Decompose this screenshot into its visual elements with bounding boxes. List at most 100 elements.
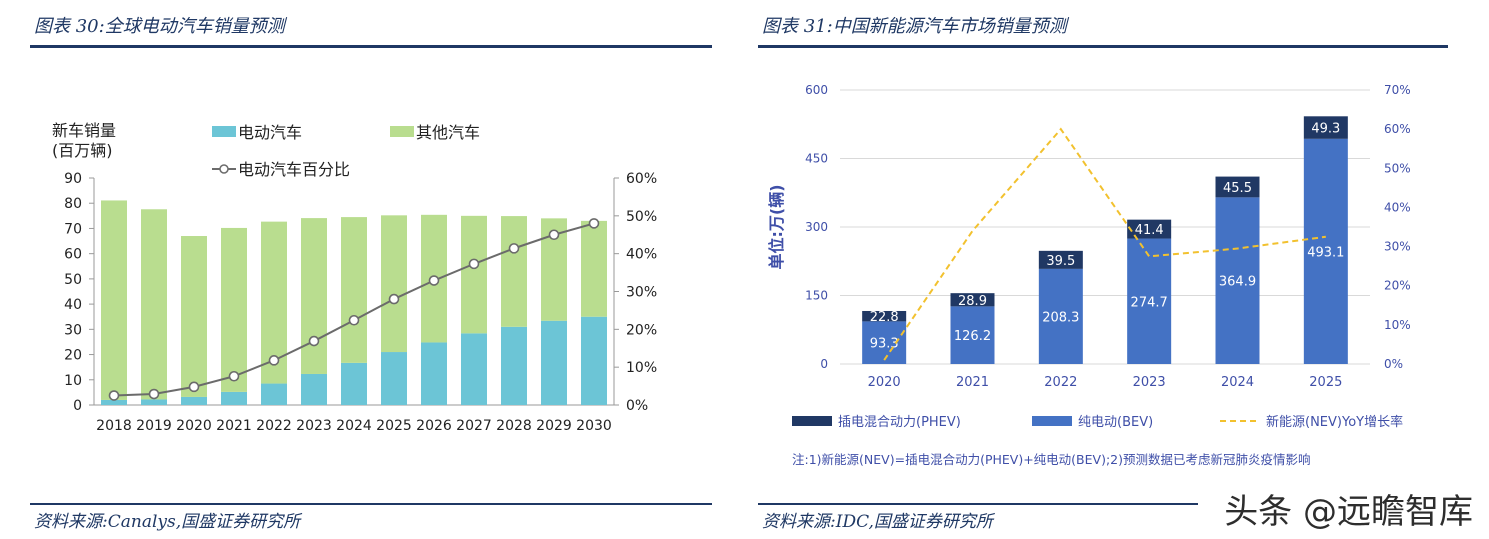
ev-share-point	[188, 381, 200, 393]
legend-label-share: 电动汽车百分比	[238, 160, 350, 179]
bar-bev-label: 208.3	[1042, 310, 1079, 325]
bar-ev	[581, 316, 607, 405]
bar-other	[101, 200, 127, 400]
y-tick-label: 0	[820, 357, 828, 371]
bar-phev	[950, 293, 995, 307]
legend-swatch-bev	[1032, 416, 1072, 426]
bar-phev-label: 45.5	[1223, 181, 1252, 196]
bar-ev	[461, 333, 487, 405]
x-tick-label: 2026	[416, 418, 452, 434]
bar-phev	[1215, 176, 1260, 198]
bar-ev	[341, 362, 367, 405]
ev-share-point	[388, 293, 400, 305]
ev-share-point	[228, 370, 240, 382]
bar-bev-label: 274.7	[1131, 295, 1168, 310]
y-axis-label: (百万辆)	[52, 141, 113, 160]
bar-other	[501, 216, 527, 327]
ev-share-point	[348, 314, 360, 326]
ev-share-point	[268, 355, 280, 366]
legend-label-ev: 电动汽车	[238, 123, 302, 142]
bar-bev-label: 493.1	[1307, 245, 1344, 260]
ev-share-point	[308, 335, 320, 347]
left-source: 资料来源:Canalys,国盛证券研究所	[34, 512, 301, 532]
legend-swatch-other	[390, 126, 414, 137]
bar-ev	[181, 396, 207, 405]
legend-label-other: 其他汽车	[416, 123, 480, 142]
y2-tick-label: 0%	[1384, 357, 1403, 371]
y2-tick-label: 0%	[626, 398, 648, 414]
bar-ev	[221, 391, 247, 405]
y2-tick-label: 50%	[1384, 161, 1411, 175]
y-axis-label: 单位:万(辆)	[767, 184, 786, 269]
bar-other	[301, 218, 327, 374]
y2-tick-label: 30%	[626, 285, 657, 301]
bar-phev	[862, 310, 907, 322]
x-tick-label: 2020	[868, 375, 901, 390]
bar-bev-label: 364.9	[1219, 275, 1256, 290]
x-tick-label: 2020	[176, 418, 212, 434]
bar-ev	[541, 320, 567, 405]
chart-note: 注:1)新能源(NEV)=插电混合动力(PHEV)+纯电动(BEV);2)预测数…	[792, 452, 1311, 467]
bar-bev	[862, 321, 907, 364]
right-source: 资料来源:IDC,国盛证券研究所	[762, 512, 993, 532]
bar-ev	[501, 326, 527, 405]
bar-ev	[381, 352, 407, 405]
y-tick-label: 70	[64, 221, 82, 237]
bar-other	[141, 209, 167, 400]
bar-phev	[1303, 116, 1348, 139]
bar-other	[221, 227, 247, 392]
legend-marker-share	[219, 164, 229, 174]
bar-bev	[1038, 268, 1083, 364]
y2-tick-label: 10%	[626, 360, 657, 376]
y2-tick-label: 40%	[1384, 200, 1411, 214]
watermark: 头条 @远瞻智库	[1224, 492, 1473, 532]
bar-bev	[1215, 197, 1260, 364]
legend-swatch-phev	[792, 416, 832, 426]
y-tick-label: 60	[64, 247, 82, 263]
y2-tick-label: 40%	[626, 247, 657, 263]
bar-ev	[141, 399, 167, 405]
bar-bev	[950, 306, 995, 364]
x-tick-label: 2022	[256, 418, 292, 434]
bar-other	[581, 220, 607, 317]
ev-share-point	[588, 218, 600, 229]
bar-phev	[1127, 219, 1172, 239]
bar-phev-label: 39.5	[1046, 254, 1075, 269]
y2-tick-label: 10%	[1384, 318, 1411, 332]
x-tick-label: 2018	[96, 418, 132, 434]
bar-phev-label: 28.9	[958, 294, 987, 309]
bar-ev	[101, 399, 127, 405]
y-tick-label: 150	[805, 289, 828, 303]
left-panel-title: 图表 30:全球电动汽车销量预测	[34, 16, 285, 37]
y-tick-label: 0	[73, 398, 82, 414]
bar-ev	[261, 383, 287, 405]
bar-ev	[301, 373, 327, 405]
y2-tick-label: 70%	[1384, 83, 1411, 97]
bar-ev	[421, 342, 447, 405]
y2-tick-label: 20%	[626, 322, 657, 338]
x-tick-label: 2022	[1044, 375, 1077, 390]
bar-other	[341, 217, 367, 363]
x-tick-label: 2024	[1221, 375, 1254, 390]
x-tick-label: 2024	[336, 418, 372, 434]
right-panel-title: 图表 31:中国新能源汽车市场销量预测	[762, 16, 1067, 37]
bar-other	[381, 215, 407, 353]
x-tick-label: 2019	[136, 418, 172, 434]
x-tick-label: 2025	[376, 418, 412, 434]
bar-phev-label: 22.8	[870, 310, 899, 325]
left-source-rule	[30, 503, 712, 505]
y2-tick-label: 60%	[626, 171, 657, 187]
bar-other	[181, 236, 207, 397]
global-ev-sales-chart: 新车销量(百万辆)01020304050607080900%10%20%30%4…	[52, 121, 657, 434]
y2-tick-label: 60%	[1384, 122, 1411, 136]
nev-yoy-line	[883, 127, 1326, 361]
bar-bev	[1127, 238, 1172, 364]
y2-tick-label: 50%	[626, 209, 657, 225]
y-tick-label: 40	[64, 297, 82, 313]
legend-label-yoy: 新能源(NEV)YoY增长率	[1266, 414, 1403, 430]
legend-label-bev: 纯电动(BEV)	[1078, 415, 1153, 430]
y-tick-label: 300	[805, 220, 828, 234]
right-title-rule	[758, 45, 1448, 48]
y-tick-label: 600	[805, 83, 828, 97]
bar-phev	[1038, 250, 1083, 269]
